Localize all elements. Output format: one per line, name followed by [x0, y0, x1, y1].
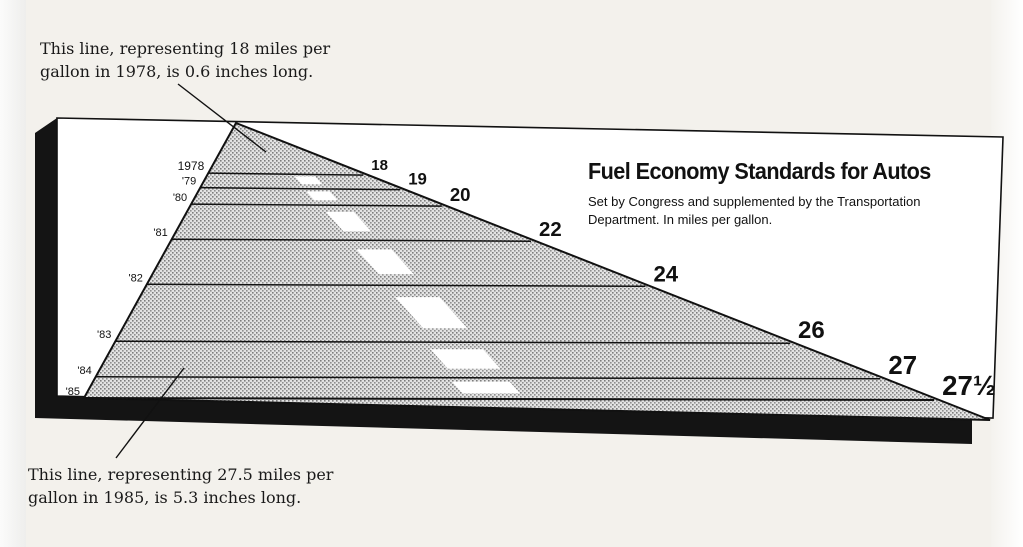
year-label: 1978 [178, 159, 205, 173]
mpg-line [191, 203, 442, 207]
chart-subtitle: Set by Congress and supplemented by the … [588, 194, 921, 227]
scan-edge-left [0, 0, 26, 547]
leader-line-top [177, 83, 267, 153]
frame-shadow-bottom [35, 396, 972, 444]
frame-shadow-left [35, 118, 57, 418]
chart-title: Fuel Economy Standards for Autos [588, 158, 931, 184]
lane-dash [306, 191, 338, 201]
lane-dash [451, 381, 521, 394]
year-label: '82 [129, 272, 143, 284]
mpg-value-label: 26 [798, 317, 825, 344]
year-label: '85 [66, 386, 80, 398]
mpg-value-label: 24 [653, 261, 678, 286]
mpg-line [171, 238, 532, 242]
mpg-lines [83, 172, 935, 401]
lane-dash [294, 176, 323, 185]
lane-dash [430, 349, 501, 369]
mpg-line [146, 283, 646, 288]
mpg-line [115, 340, 791, 344]
year-label: '80 [173, 192, 187, 204]
lane-dash [395, 297, 468, 329]
year-label: '79 [182, 176, 196, 188]
mpg-value-label: 27½ [942, 370, 996, 401]
mpg-value-label: 22 [539, 219, 562, 241]
mpg-value-label: 27 [888, 352, 917, 380]
road-surface [82, 121, 991, 421]
annotation-1978-line: This line, representing 18 miles per gal… [40, 39, 331, 81]
mpg-line [95, 376, 881, 380]
mpg-labels: 18 19 20 22 24 26 27 27½ [371, 157, 996, 401]
year-label: '83 [97, 329, 111, 341]
mpg-line [208, 172, 364, 176]
road-triangle [82, 121, 991, 421]
annotation-1985-line: This line, representing 27.5 miles per g… [28, 465, 334, 507]
mpg-value-label: 19 [408, 170, 427, 189]
mpg-value-label: 20 [450, 184, 471, 205]
year-label: '81 [153, 227, 167, 239]
lane-dash [325, 211, 372, 232]
mpg-line [200, 186, 401, 191]
leader-line-bottom [115, 367, 185, 459]
mpg-line [83, 397, 935, 401]
lane-dash [356, 249, 414, 275]
mpg-value-label: 18 [371, 157, 388, 174]
year-labels: 1978 '79 '80 '81 '82 '83 '84 '85 [66, 159, 205, 398]
year-label: '84 [77, 365, 91, 377]
